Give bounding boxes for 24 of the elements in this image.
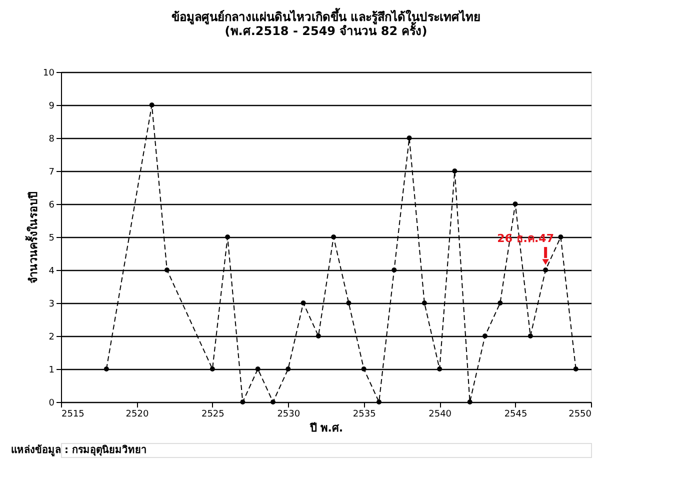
x-tick-label: 2535 [352, 410, 376, 420]
x-axis-title: ปี พ.ศ. [308, 422, 344, 434]
y-axis-title: จำนวนครั้งในรอบปี [25, 192, 40, 284]
y-tick-label: 0 [48, 398, 55, 408]
x-tick-label: 2530 [277, 410, 300, 420]
x-tick-label: 2525 [201, 410, 224, 420]
text: ข้อมูลศูนย์กลางแผ่นดินไหวเกิดขึ้น และรู้สึกได้ในประเทศไทย [171, 10, 481, 24]
text: แหล่งข้อมูล : กรมอุตุนิยมวิทยา [11, 444, 147, 457]
y-tick-label: 1 [48, 366, 54, 376]
y-tick-label: 2 [48, 332, 54, 342]
y-tick-label: 6 [48, 200, 55, 210]
text: (พ.ศ.2518 - 2549 จำนวน 82 ครั้ง) [224, 24, 428, 38]
x-tick-label: 2520 [126, 410, 149, 420]
x-tick-label: 2540 [428, 410, 452, 420]
y-tick-label: 3 [48, 300, 54, 310]
y-tick-label: 8 [48, 134, 55, 144]
y-tick-label: 9 [48, 102, 55, 112]
x-tick-label: 2515 [62, 410, 84, 420]
x-tick-label: 2545 [504, 410, 528, 420]
x-tick-label: 2550 [568, 410, 592, 420]
y-tick-label: 5 [48, 234, 54, 244]
y-tick-label: 4 [48, 266, 55, 276]
y-tick-label: 10 [43, 68, 55, 78]
y-tick-label: 7 [48, 168, 54, 178]
